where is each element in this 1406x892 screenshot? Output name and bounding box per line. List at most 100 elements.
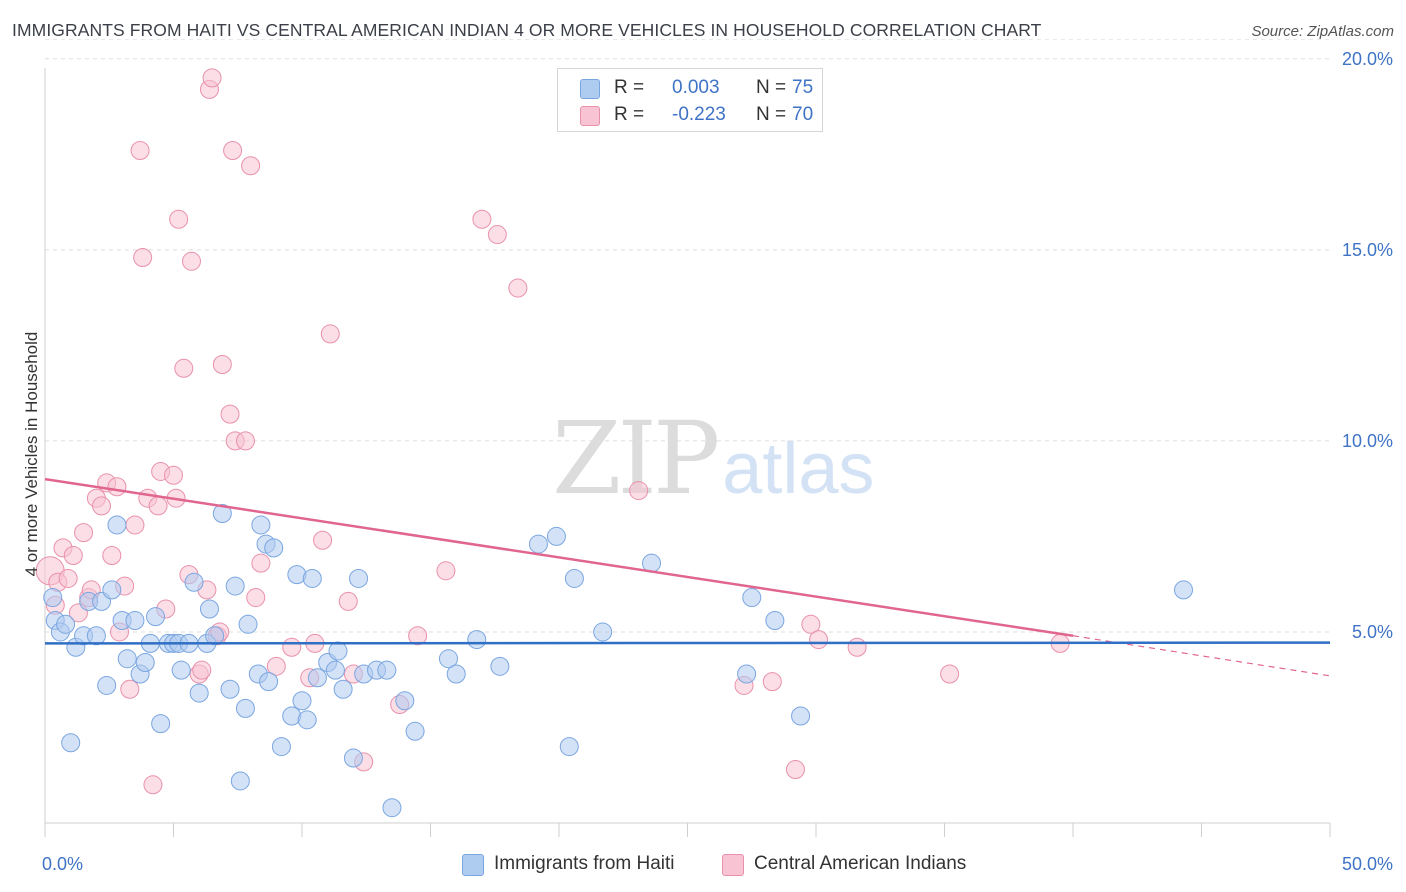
point-immigrants-from-haiti	[251, 515, 271, 535]
haiti-legend-swatch	[462, 854, 484, 876]
point-immigrants-from-haiti	[349, 568, 369, 588]
y-axis-label: 4 or more Vehicles in Household	[22, 331, 41, 577]
point-immigrants-from-haiti	[135, 653, 155, 673]
point-immigrants-from-haiti	[302, 568, 322, 588]
point-central-american-indians	[940, 664, 960, 684]
x-tick-label: 50.0%	[1342, 854, 1393, 874]
r-label: R =	[614, 77, 645, 98]
point-central-american-indians	[148, 496, 168, 516]
point-immigrants-from-haiti	[61, 733, 81, 753]
point-immigrants-from-haiti	[343, 748, 363, 768]
point-central-american-indians	[801, 614, 821, 634]
point-central-american-indians	[120, 679, 140, 699]
point-central-american-indians	[58, 568, 78, 588]
y-tick-label: 10.0%	[1342, 431, 1393, 451]
point-central-american-indians	[212, 354, 232, 374]
point-immigrants-from-haiti	[56, 614, 76, 634]
point-central-american-indians	[235, 431, 255, 451]
point-central-american-indians	[143, 775, 163, 795]
n-label: N =	[756, 77, 787, 98]
point-immigrants-from-haiti	[97, 675, 117, 695]
point-central-american-indians	[320, 324, 340, 344]
point-immigrants-from-haiti	[271, 737, 291, 757]
series-immigrants-from-haiti	[43, 503, 1194, 818]
point-central-american-indians	[181, 251, 201, 271]
r-value: -0.223	[672, 104, 726, 125]
n-label: N =	[756, 104, 787, 125]
point-immigrants-from-haiti	[102, 580, 122, 600]
point-immigrants-from-haiti	[238, 614, 258, 634]
point-central-american-indians	[629, 481, 649, 501]
point-immigrants-from-haiti	[382, 798, 402, 818]
trend-lines	[44, 477, 1331, 677]
point-central-american-indians	[102, 546, 122, 566]
point-central-american-indians	[847, 637, 867, 657]
point-immigrants-from-haiti	[171, 660, 191, 680]
y-tick-label: 20.0%	[1342, 49, 1393, 69]
point-central-american-indians	[192, 660, 212, 680]
point-immigrants-from-haiti	[328, 641, 348, 661]
point-immigrants-from-haiti	[307, 668, 327, 688]
point-immigrants-from-haiti	[446, 664, 466, 684]
point-central-american-indians	[74, 523, 94, 543]
axes	[44, 68, 1331, 837]
central-american-legend-swatch	[722, 854, 744, 876]
point-central-american-indians	[246, 588, 266, 608]
point-immigrants-from-haiti	[146, 607, 166, 627]
source-credit: Source: ZipAtlas.com	[1251, 23, 1394, 40]
trend-line-central-american-indians	[44, 477, 1074, 638]
point-central-american-indians	[164, 465, 183, 485]
point-immigrants-from-haiti	[117, 649, 137, 669]
point-central-american-indians	[107, 477, 127, 497]
gridlines	[45, 39, 1330, 633]
point-immigrants-from-haiti	[205, 626, 225, 646]
point-immigrants-from-haiti	[791, 706, 811, 726]
r-label: R =	[614, 104, 645, 125]
point-central-american-indians	[63, 546, 83, 566]
point-immigrants-from-haiti	[151, 714, 171, 734]
point-immigrants-from-haiti	[259, 672, 279, 692]
point-immigrants-from-haiti	[220, 679, 240, 699]
point-immigrants-from-haiti	[264, 538, 284, 558]
point-immigrants-from-haiti	[225, 576, 245, 596]
point-central-american-indians	[169, 209, 189, 229]
point-immigrants-from-haiti	[377, 660, 397, 680]
point-immigrants-from-haiti	[184, 572, 204, 592]
point-central-american-indians	[408, 626, 428, 646]
legend-label: Immigrants from Haiti	[494, 853, 675, 874]
point-immigrants-from-haiti	[235, 698, 255, 718]
n-value: 75	[792, 77, 814, 98]
point-central-american-indians	[125, 515, 145, 535]
point-central-american-indians	[762, 672, 782, 692]
point-immigrants-from-haiti	[546, 526, 566, 546]
point-immigrants-from-haiti	[593, 622, 613, 642]
point-immigrants-from-haiti	[438, 649, 458, 669]
point-central-american-indians	[313, 530, 333, 550]
point-central-american-indians	[133, 247, 153, 267]
point-immigrants-from-haiti	[125, 610, 145, 630]
point-immigrants-from-haiti	[43, 588, 63, 608]
point-immigrants-from-haiti	[490, 656, 510, 676]
point-central-american-indians	[785, 760, 805, 780]
y-tick-label: 5.0%	[1352, 622, 1393, 642]
series-legend: Immigrants from Haiti Central American I…	[0, 851, 1406, 877]
point-immigrants-from-haiti	[189, 683, 209, 703]
point-immigrants-from-haiti	[230, 771, 250, 791]
point-central-american-indians	[130, 140, 150, 160]
point-central-american-indians	[508, 278, 528, 298]
point-immigrants-from-haiti	[212, 503, 232, 523]
r-value: 0.003	[672, 77, 720, 98]
point-central-american-indians	[202, 68, 222, 88]
chart-title: IMMIGRANTS FROM HAITI VS CENTRAL AMERICA…	[12, 20, 1042, 40]
point-central-american-indians	[487, 225, 507, 245]
point-immigrants-from-haiti	[765, 610, 785, 630]
trend-line-immigrants-from-haiti	[44, 641, 1331, 645]
point-central-american-indians	[809, 630, 829, 650]
point-central-american-indians	[92, 496, 112, 516]
point-immigrants-from-haiti	[737, 664, 757, 684]
point-immigrants-from-haiti	[559, 737, 579, 757]
point-immigrants-from-haiti	[1174, 580, 1194, 600]
point-central-american-indians	[223, 140, 243, 160]
point-central-american-indians	[472, 209, 492, 229]
